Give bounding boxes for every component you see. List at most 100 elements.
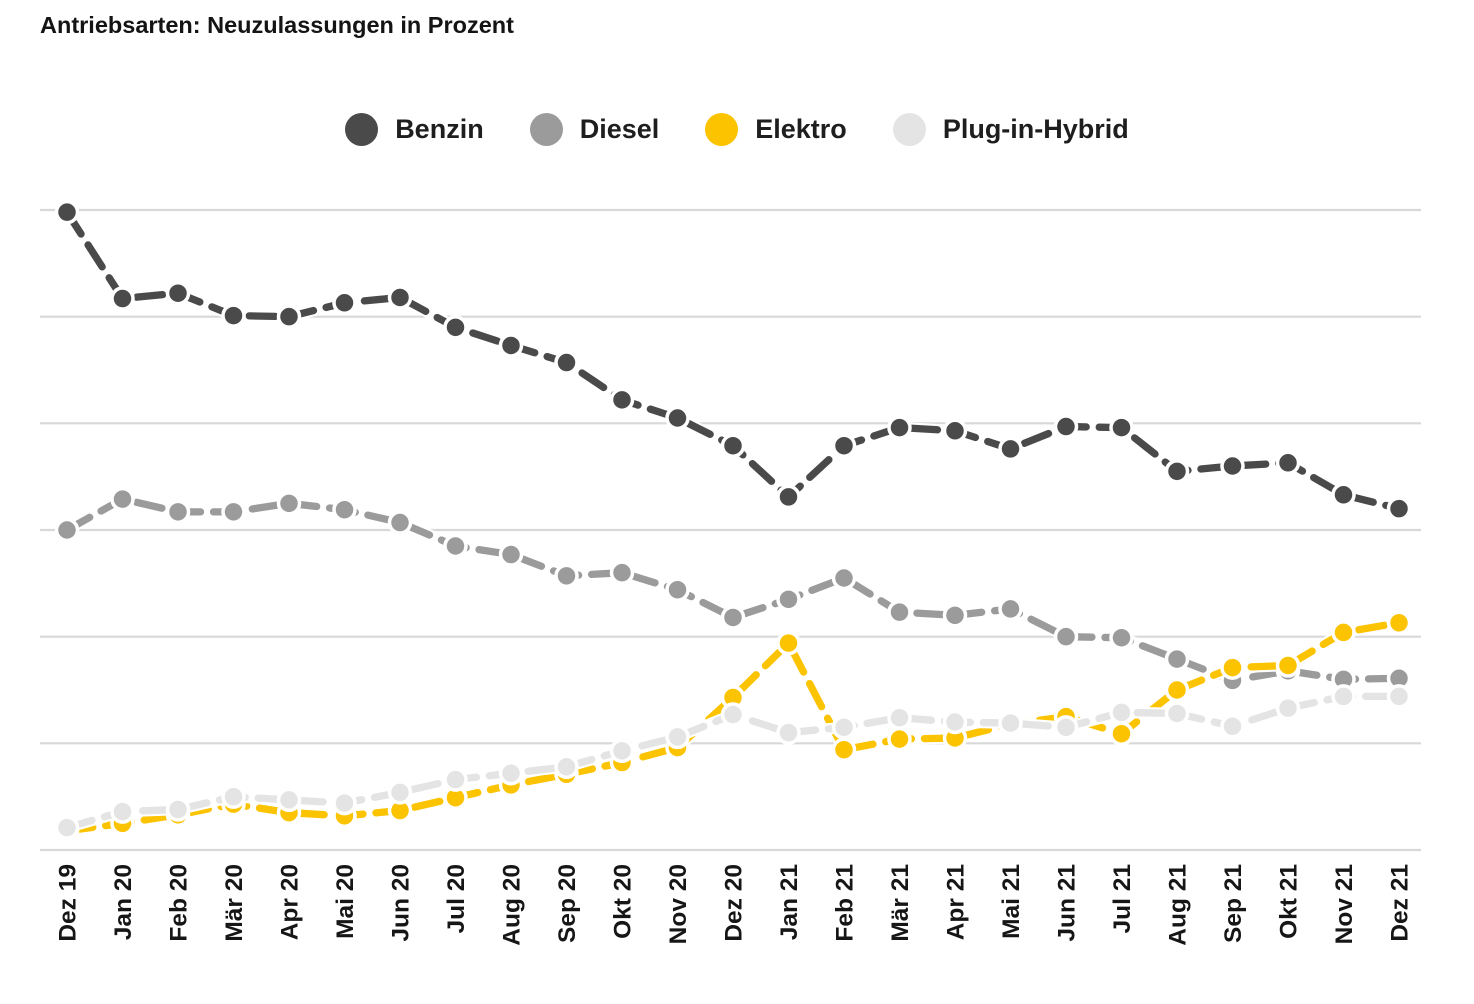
point-elektro-jan-21 xyxy=(776,630,801,656)
point-diesel-jan-21 xyxy=(776,587,801,612)
point-diesel-sep-20 xyxy=(554,563,579,589)
point-plug-in-hybrid-jun-21 xyxy=(1053,715,1079,740)
legend: Benzin Diesel Elektro Plug-in-Hybrid xyxy=(0,113,1474,146)
point-plug-in-hybrid-nov-20 xyxy=(665,724,690,750)
x-tick-mai-21: Mai 21 xyxy=(998,864,1025,939)
point-plug-in-hybrid-feb-21 xyxy=(831,715,857,740)
point-plug-in-hybrid-apr-20 xyxy=(276,787,302,813)
point-diesel-apr-20 xyxy=(276,491,302,516)
legend-item-elektro: Elektro xyxy=(705,113,847,146)
point-elektro-dez-21 xyxy=(1386,610,1412,636)
x-tick-okt-21: Okt 21 xyxy=(1276,864,1303,939)
point-diesel-jun-21 xyxy=(1053,624,1079,649)
x-tick-okt-20: Okt 20 xyxy=(610,864,637,939)
plug-in-hybrid-swatch-icon xyxy=(892,113,926,146)
legend-label-phev: Plug-in-Hybrid xyxy=(942,114,1129,144)
point-benzin-sep-20 xyxy=(554,350,579,375)
point-benzin-dez-21 xyxy=(1386,496,1412,521)
point-benzin-mai-21 xyxy=(998,436,1023,462)
legend-item-phev: Plug-in-Hybrid xyxy=(892,113,1129,146)
point-plug-in-hybrid-jan-20 xyxy=(110,799,135,824)
x-tick-apr-20: Apr 20 xyxy=(277,864,304,940)
point-diesel-nov-20 xyxy=(665,577,690,602)
point-elektro-aug-21 xyxy=(1164,677,1190,703)
point-plug-in-hybrid-okt-21 xyxy=(1275,695,1301,721)
point-plug-in-hybrid-dez-19 xyxy=(54,815,80,840)
point-diesel-aug-20 xyxy=(498,542,524,567)
point-plug-in-hybrid-mär-21 xyxy=(887,705,912,730)
point-benzin-jan-21 xyxy=(776,484,801,510)
x-tick-mai-20: Mai 20 xyxy=(332,864,359,939)
point-elektro-feb-21 xyxy=(831,737,857,762)
series-elektro xyxy=(54,610,1412,844)
point-benzin-apr-20 xyxy=(276,304,302,329)
point-plug-in-hybrid-sep-20 xyxy=(554,754,579,780)
diesel-swatch-icon xyxy=(529,113,563,146)
point-diesel-feb-21 xyxy=(831,565,857,591)
x-tick-jan-21: Jan 21 xyxy=(776,864,803,940)
legend-label-elektro: Elektro xyxy=(755,114,847,144)
series-benzin xyxy=(54,199,1412,521)
point-elektro-mär-21 xyxy=(887,726,912,752)
point-diesel-mär-20 xyxy=(221,499,246,525)
point-benzin-dez-20 xyxy=(720,433,746,458)
point-benzin-okt-21 xyxy=(1275,450,1301,476)
point-diesel-jul-21 xyxy=(1109,625,1134,650)
x-tick-mär-21: Mär 21 xyxy=(887,864,914,942)
point-plug-in-hybrid-aug-20 xyxy=(498,760,524,786)
point-plug-in-hybrid-apr-21 xyxy=(942,709,968,735)
x-tick-aug-20: Aug 20 xyxy=(499,864,526,946)
x-tick-jun-21: Jun 21 xyxy=(1054,864,1081,942)
chart-title: Antriebsarten: Neuzulassungen in Prozent xyxy=(40,12,514,38)
point-diesel-apr-21 xyxy=(942,603,968,628)
point-plug-in-hybrid-jul-21 xyxy=(1109,700,1134,725)
point-diesel-jun-20 xyxy=(387,510,413,535)
x-tick-dez-19: Dez 19 xyxy=(55,864,82,942)
point-benzin-mai-20 xyxy=(332,290,357,316)
point-benzin-aug-21 xyxy=(1164,459,1190,484)
point-plug-in-hybrid-dez-20 xyxy=(720,702,746,727)
point-benzin-dez-19 xyxy=(54,199,80,225)
point-elektro-jul-21 xyxy=(1109,721,1134,746)
x-tick-jul-21: Jul 21 xyxy=(1109,864,1136,933)
point-plug-in-hybrid-jan-21 xyxy=(776,720,801,745)
point-benzin-jul-21 xyxy=(1109,415,1134,440)
legend-label-benzin: Benzin xyxy=(395,114,484,144)
point-elektro-sep-21 xyxy=(1220,655,1245,680)
line-diesel xyxy=(63,495,1403,685)
x-tick-jun-20: Jun 20 xyxy=(388,864,415,942)
point-plug-in-hybrid-mai-20 xyxy=(332,790,357,816)
point-diesel-jul-20 xyxy=(443,533,468,559)
point-plug-in-hybrid-sep-21 xyxy=(1220,714,1245,739)
point-plug-in-hybrid-mär-20 xyxy=(221,784,246,809)
point-plug-in-hybrid-jul-20 xyxy=(443,767,468,792)
point-benzin-okt-20 xyxy=(609,387,635,413)
point-benzin-apr-21 xyxy=(942,418,968,444)
x-tick-nov-20: Nov 20 xyxy=(665,864,692,944)
line-casing-benzin xyxy=(61,206,1405,515)
point-benzin-feb-20 xyxy=(165,280,191,306)
point-elektro-nov-21 xyxy=(1331,620,1356,645)
point-diesel-mai-20 xyxy=(332,497,357,522)
point-diesel-jan-20 xyxy=(110,486,135,512)
x-tick-jul-20: Jul 20 xyxy=(443,864,470,933)
x-tick-feb-20: Feb 20 xyxy=(166,864,193,942)
point-benzin-feb-21 xyxy=(831,433,857,458)
point-benzin-nov-20 xyxy=(665,405,690,431)
benzin-swatch-icon xyxy=(345,113,379,146)
point-diesel-dez-19 xyxy=(54,517,80,543)
x-axis-labels: Dez 19 Jan 20 Feb 20 Mär 20 Apr 20 Mai 20 Jun … xyxy=(55,864,1414,946)
legend-item-diesel: Diesel xyxy=(529,113,660,146)
legend-label-diesel: Diesel xyxy=(579,114,660,144)
point-benzin-mär-21 xyxy=(887,415,912,440)
x-tick-nov-21: Nov 21 xyxy=(1331,864,1358,944)
point-benzin-jun-20 xyxy=(387,285,413,310)
point-benzin-mär-20 xyxy=(221,303,246,328)
gridlines xyxy=(40,208,1421,852)
x-tick-aug-21: Aug 21 xyxy=(1165,864,1192,946)
point-benzin-nov-21 xyxy=(1331,482,1356,508)
point-plug-in-hybrid-okt-20 xyxy=(609,738,635,764)
point-diesel-aug-21 xyxy=(1164,646,1190,672)
point-benzin-jan-20 xyxy=(110,286,135,311)
